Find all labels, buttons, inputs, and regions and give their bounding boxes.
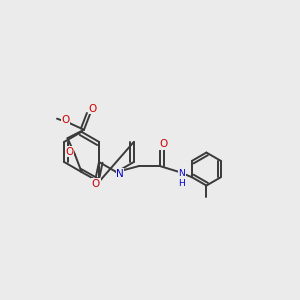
Text: O: O	[65, 147, 74, 157]
Text: O: O	[88, 104, 97, 114]
Text: O: O	[160, 139, 168, 149]
Text: O: O	[61, 115, 70, 125]
Text: N: N	[116, 169, 124, 178]
Text: O: O	[92, 179, 100, 189]
Text: N
H: N H	[178, 169, 185, 188]
